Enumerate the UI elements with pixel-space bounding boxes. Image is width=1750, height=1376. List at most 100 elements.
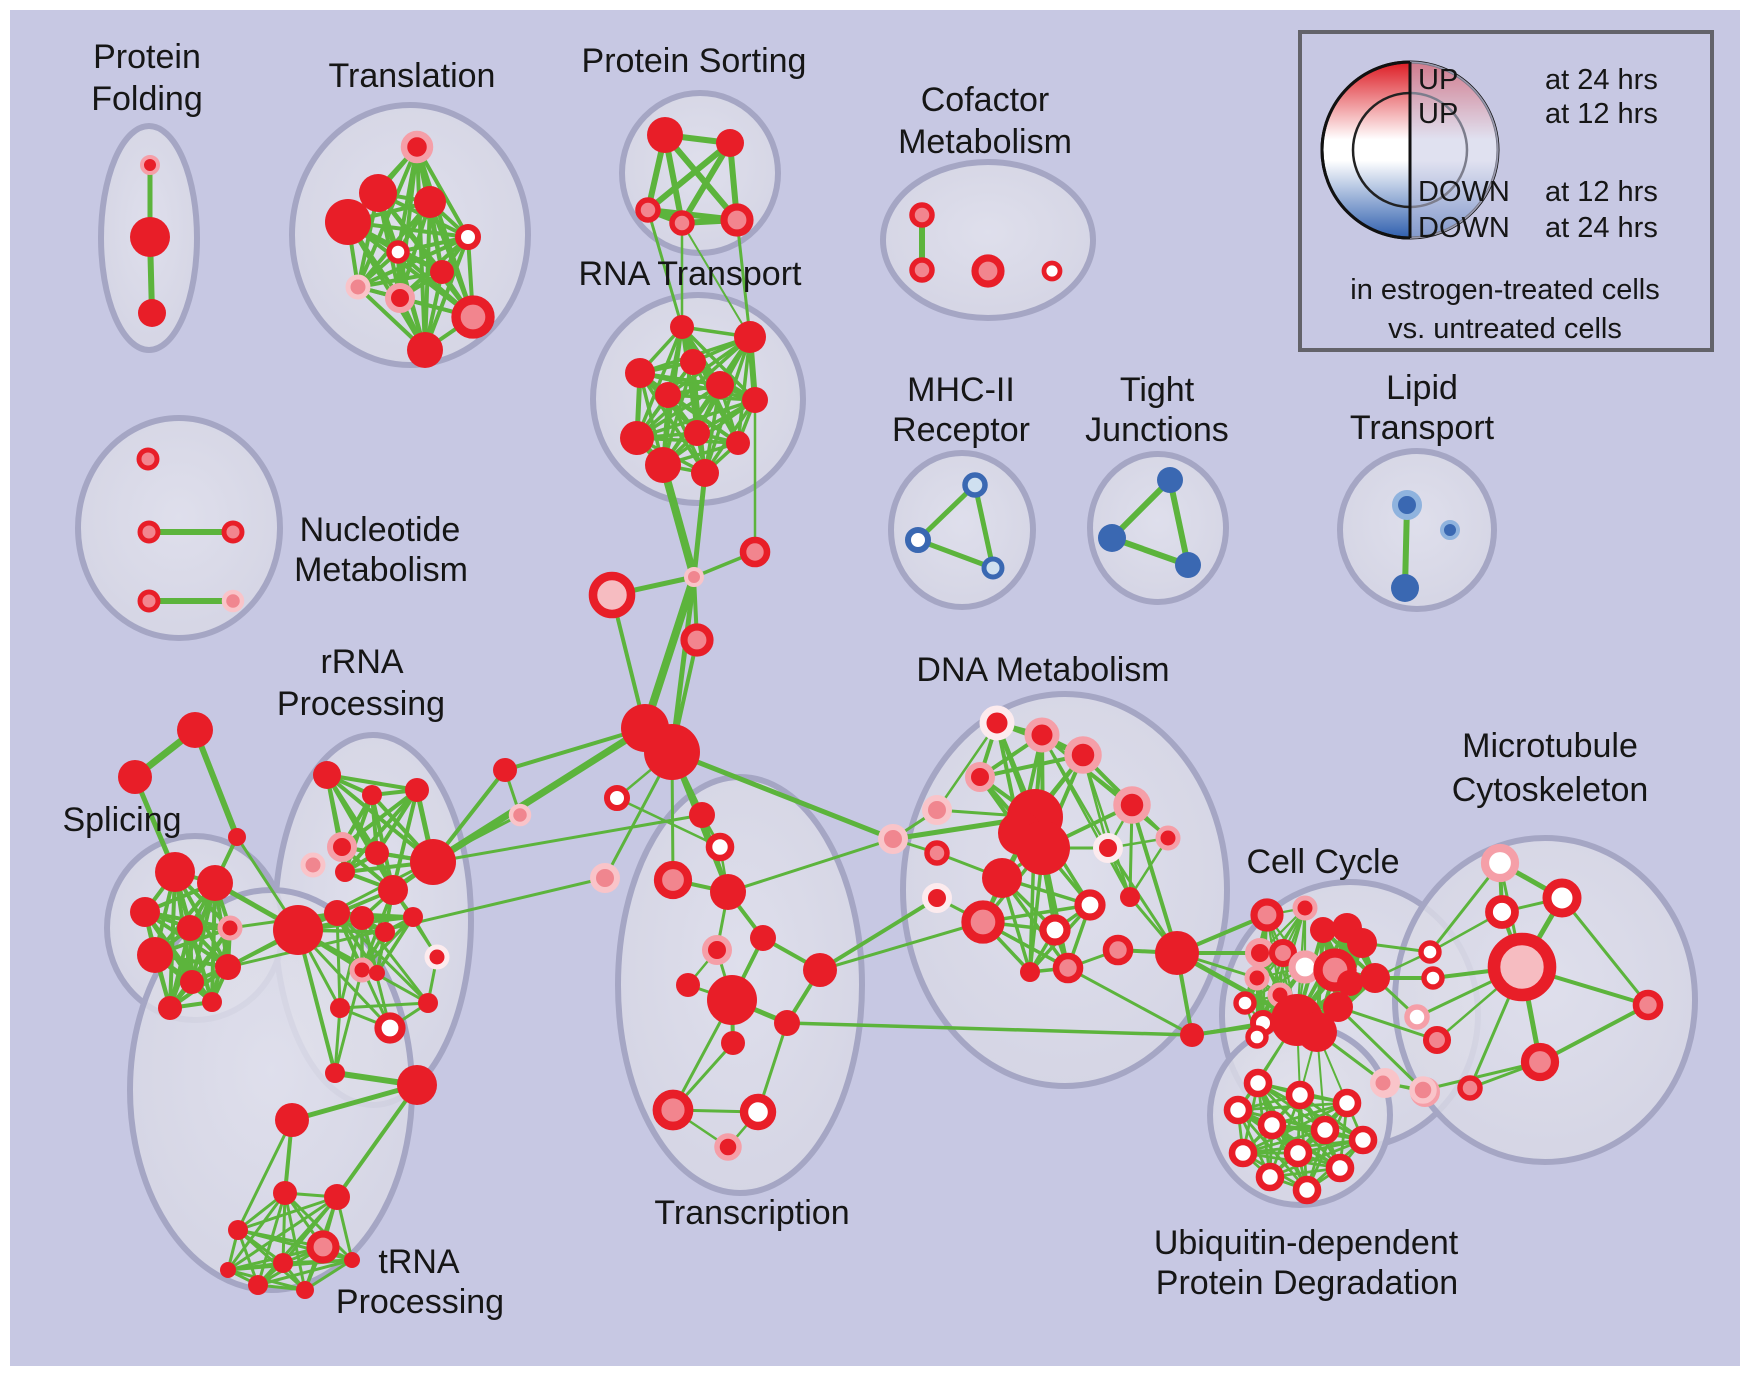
network-edge <box>681 222 751 338</box>
network-edge <box>431 813 704 864</box>
cluster-ellipse-lipid-transport <box>1337 448 1497 612</box>
network-edge <box>283 1191 354 1262</box>
network-edge <box>226 1195 339 1272</box>
network-edge <box>356 270 444 289</box>
gene-node <box>645 447 681 483</box>
gene-node <box>1180 1023 1204 1047</box>
network-edge <box>289 1082 420 1123</box>
gene-node <box>1250 898 1284 932</box>
network-edge <box>645 140 733 213</box>
gene-node <box>324 1184 350 1210</box>
legend-direction-label-3: DOWN <box>1418 176 1510 208</box>
network-edge <box>236 1228 307 1292</box>
network-edge <box>1421 1060 1542 1092</box>
gene-node <box>1155 825 1181 851</box>
network-edge <box>726 837 895 894</box>
gene-node <box>1440 520 1460 540</box>
gene-node <box>702 935 732 965</box>
gene-node <box>217 915 243 941</box>
network-edge <box>691 470 708 580</box>
gene-node <box>158 996 182 1020</box>
gene-node <box>1391 574 1419 602</box>
gene-node <box>1039 914 1071 946</box>
gene-node <box>635 197 661 223</box>
gene-node <box>1233 991 1257 1015</box>
gene-node <box>1255 1162 1285 1192</box>
gene-node <box>410 839 456 885</box>
cluster-label-mhc-ii-receptor-line1: MHC-II <box>907 371 1015 409</box>
gene-node <box>202 992 222 1012</box>
legend-border <box>1298 30 1714 352</box>
gene-node <box>407 332 443 368</box>
gene-node <box>375 922 395 942</box>
cluster-label-tight-junctions-line2: Junctions <box>1085 411 1229 449</box>
gene-node <box>275 1103 309 1137</box>
cluster-label-translation: Translation <box>329 57 496 95</box>
gene-node <box>1632 989 1664 1021</box>
gene-node <box>220 1262 236 1278</box>
network-edge <box>615 796 722 849</box>
network-edge <box>935 721 999 812</box>
network-edge <box>666 335 752 397</box>
gene-node <box>971 254 1005 288</box>
gene-node <box>273 905 323 955</box>
gene-node <box>909 202 935 228</box>
gene-node <box>720 203 754 237</box>
network-edge <box>735 218 752 339</box>
gene-node <box>982 858 1022 898</box>
gene-node <box>684 420 710 446</box>
gene-node <box>378 875 408 905</box>
gene-node <box>137 520 161 544</box>
network-edge <box>335 911 342 1010</box>
gene-node <box>1370 1070 1396 1096</box>
network-edge <box>192 727 240 840</box>
legend-time-label-4: at 24 hrs <box>1545 212 1658 244</box>
network-edge <box>423 235 470 352</box>
gene-node <box>1228 1138 1258 1168</box>
gene-node <box>221 520 245 544</box>
network-edge <box>340 788 419 849</box>
network-edge <box>338 916 364 1010</box>
network-edge <box>325 773 419 792</box>
gene-node <box>386 240 410 264</box>
network-edge <box>168 926 192 1010</box>
gene-node <box>803 953 837 987</box>
legend-box: UP at 24 hrs UP at 12 hrs DOWN at 12 hrs DOWN a… <box>1298 30 1714 352</box>
gene-node <box>365 841 389 865</box>
gene-node <box>604 785 630 811</box>
gene-node <box>228 1220 248 1240</box>
gene-node <box>180 970 204 994</box>
gene-node <box>739 1093 777 1131</box>
network-edge <box>333 968 364 1075</box>
gene-node <box>670 315 694 339</box>
cluster-label-dna-metabolism: DNA Metabolism <box>916 651 1169 689</box>
gene-node <box>300 852 326 878</box>
network-edge <box>981 920 1194 1037</box>
gene-node <box>374 1012 406 1044</box>
cluster-ellipse-cofactor-metabolism <box>880 159 1096 321</box>
gene-node <box>774 1010 800 1036</box>
gene-node <box>1392 490 1422 520</box>
network-edge <box>375 915 415 975</box>
gene-node <box>1102 934 1134 966</box>
network-edge <box>635 325 684 440</box>
gene-node <box>1325 1153 1355 1183</box>
cluster-label-nucleotide-metabolism-line2: Metabolism <box>294 551 468 589</box>
gene-node <box>130 897 160 927</box>
gene-node <box>1243 1068 1273 1098</box>
gene-node <box>1244 965 1270 991</box>
gene-node <box>1480 843 1520 883</box>
gene-node <box>1422 1025 1452 1055</box>
cluster-label-splicing: Splicing <box>62 801 181 839</box>
gene-node <box>705 832 735 862</box>
legend-note-line1: in estrogen-treated cells <box>1350 274 1660 306</box>
cluster-label-tight-junctions-line1: Tight <box>1120 371 1195 409</box>
network-edge <box>303 1258 354 1292</box>
gene-node <box>1157 467 1183 493</box>
network-edge <box>736 335 752 445</box>
network-edge <box>669 574 697 755</box>
network-edge <box>972 482 996 571</box>
gene-node <box>313 761 341 789</box>
gene-node <box>734 321 766 353</box>
gene-node <box>273 1181 297 1205</box>
